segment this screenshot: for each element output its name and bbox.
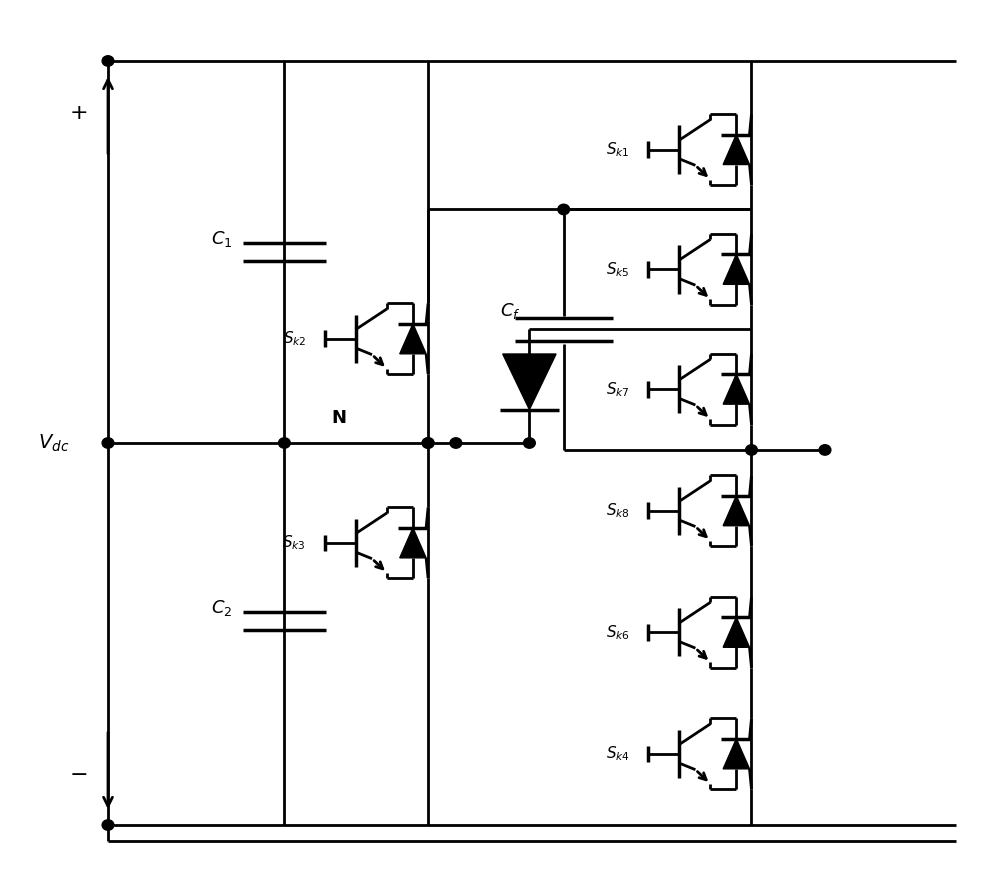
Polygon shape bbox=[400, 323, 426, 354]
Circle shape bbox=[102, 438, 114, 448]
Polygon shape bbox=[723, 374, 750, 404]
Circle shape bbox=[450, 438, 462, 448]
Text: $C_f$: $C_f$ bbox=[500, 301, 520, 321]
Circle shape bbox=[746, 445, 757, 455]
Text: $S_{k7}$: $S_{k7}$ bbox=[606, 380, 630, 399]
Text: $+$: $+$ bbox=[69, 103, 88, 123]
Text: $S_{k8}$: $S_{k8}$ bbox=[606, 501, 630, 520]
Polygon shape bbox=[503, 354, 556, 409]
Polygon shape bbox=[723, 254, 750, 284]
Circle shape bbox=[558, 205, 570, 214]
Text: $S_{k5}$: $S_{k5}$ bbox=[606, 260, 630, 279]
Circle shape bbox=[819, 445, 831, 455]
Text: $V_{dc}$: $V_{dc}$ bbox=[38, 432, 70, 454]
Text: $-$: $-$ bbox=[69, 763, 88, 783]
Polygon shape bbox=[723, 739, 750, 769]
Circle shape bbox=[524, 438, 535, 448]
Polygon shape bbox=[723, 618, 750, 648]
Text: $C_2$: $C_2$ bbox=[211, 598, 232, 618]
Circle shape bbox=[279, 438, 290, 448]
Text: $C_1$: $C_1$ bbox=[211, 229, 232, 249]
Text: $S_{k3}$: $S_{k3}$ bbox=[282, 533, 306, 552]
Polygon shape bbox=[400, 528, 426, 558]
Polygon shape bbox=[723, 135, 750, 165]
Circle shape bbox=[102, 56, 114, 66]
Text: $S_{k6}$: $S_{k6}$ bbox=[606, 623, 630, 641]
Text: $S_{k2}$: $S_{k2}$ bbox=[283, 330, 306, 348]
Text: $S_{k4}$: $S_{k4}$ bbox=[606, 744, 630, 763]
Circle shape bbox=[102, 820, 114, 830]
Text: $\mathbf{N}$: $\mathbf{N}$ bbox=[331, 409, 346, 427]
Circle shape bbox=[422, 438, 434, 448]
Polygon shape bbox=[723, 496, 750, 525]
Circle shape bbox=[422, 438, 434, 448]
Text: $S_{k1}$: $S_{k1}$ bbox=[606, 140, 630, 159]
